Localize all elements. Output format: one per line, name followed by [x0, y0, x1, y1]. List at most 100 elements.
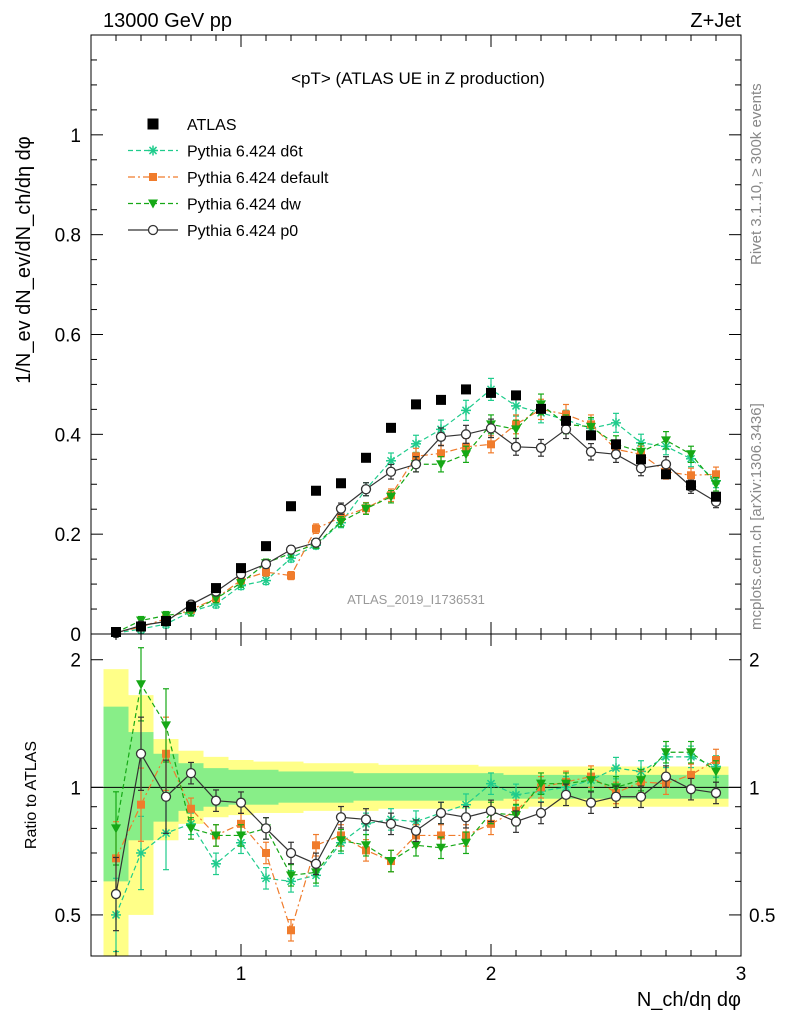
main-data-point — [211, 594, 221, 604]
main-data-point — [410, 459, 422, 470]
main-data-point — [260, 558, 272, 570]
ratio-data-point — [135, 748, 147, 759]
main-data-point — [660, 459, 672, 470]
main-data-point — [161, 616, 171, 627]
main-data-point — [336, 517, 346, 527]
main-data-point — [385, 466, 397, 477]
main-data-point — [435, 431, 447, 442]
ratio-data-point — [535, 807, 547, 819]
main-data-point — [236, 563, 246, 574]
ratio-data-point — [286, 871, 296, 881]
ratio-data-point — [536, 779, 546, 789]
main-data-point — [286, 501, 296, 512]
main-data-point — [386, 492, 396, 502]
main-data-point — [461, 405, 471, 416]
main-data-point — [486, 387, 496, 398]
main-title: <pT> (ATLAS UE in Z production) — [291, 69, 545, 88]
legend-label: Pythia 6.424 p0 — [187, 223, 298, 240]
ratio-data-point — [185, 768, 197, 779]
main-data-point — [635, 463, 647, 474]
ratio-data-point — [110, 888, 122, 900]
main-data-point — [312, 524, 320, 533]
legend-label: Pythia 6.424 dw — [187, 197, 301, 214]
ratio-y-tick-label-right: 2 — [749, 651, 760, 672]
main-data-point — [686, 480, 696, 491]
ratio-data-point — [285, 847, 297, 859]
main-y-axis: 0 0.2 0.4 0.6 0.8 1 — [55, 34, 742, 646]
main-data-point — [261, 541, 271, 552]
main-data-point — [711, 491, 721, 502]
ratio-y-tick-label: 0.5 — [55, 906, 81, 927]
main-data-point — [636, 454, 646, 465]
main-plot-area: 0 0.2 0.4 0.6 0.8 1 — [55, 34, 742, 646]
ratio-data-point — [235, 797, 247, 808]
ratio-data-point — [211, 858, 221, 869]
main-y-label: 1/N_ev dN_ev/dN_ch/dη dφ — [13, 136, 35, 384]
ratio-data-point — [236, 831, 246, 841]
ratio-data-point — [136, 680, 146, 690]
legend-entry: Pythia 6.424 default — [128, 170, 329, 187]
main-data-point — [712, 470, 720, 479]
ratio-data-point — [385, 818, 397, 830]
main-data-point — [262, 568, 270, 577]
main-data-point — [236, 579, 246, 589]
mcplots-label: mcplots.cern.ch [arXiv:1306.3436] — [748, 403, 765, 630]
main-data-point — [186, 601, 196, 612]
ratio-data-point — [411, 841, 421, 851]
ratio-data-point — [360, 814, 372, 825]
ratio-y-tick-label: 2 — [70, 651, 81, 672]
main-data-point — [661, 436, 671, 446]
main-data-point — [560, 424, 572, 435]
ratio-data-point — [585, 797, 597, 808]
ratio-data-point — [262, 848, 270, 857]
main-data-point — [636, 447, 646, 457]
ratio-data-point — [312, 841, 320, 850]
ratio-data-point — [710, 787, 722, 799]
ratio-data-point — [211, 831, 221, 841]
ratio-data-point — [336, 836, 346, 846]
ratio-data-point — [161, 721, 171, 731]
ratio-data-point — [187, 804, 195, 813]
main-data-point — [686, 450, 696, 460]
ratio-data-point — [111, 824, 121, 834]
legend-entry: Pythia 6.424 p0 — [128, 223, 298, 240]
x-axis-label: N_ch/dη dφ — [637, 989, 741, 1011]
main-series-layer — [110, 377, 722, 639]
main-data-point — [436, 394, 446, 405]
main-data-point — [136, 621, 146, 632]
legend-label: ATLAS — [187, 117, 237, 134]
legend-label: Pythia 6.424 d6t — [187, 144, 303, 161]
main-data-point — [711, 480, 721, 490]
ratio-data-point — [661, 748, 671, 758]
ratio-data-point — [611, 763, 621, 774]
main-data-point — [411, 399, 421, 410]
ratio-data-point — [435, 807, 447, 819]
ratio-data-point — [586, 776, 596, 786]
ratio-data-point — [361, 841, 371, 851]
legend: ATLAS Pythia 6.424 d6t Pythia 6.424 defaul… — [128, 117, 329, 240]
main-data-point — [661, 469, 671, 480]
ratio-data-point — [486, 778, 496, 789]
main-y-tick-label: 0 — [70, 625, 81, 646]
ratio-data-point — [186, 824, 196, 834]
ratio-data-point — [712, 756, 720, 765]
main-data-point — [310, 537, 322, 548]
main-data-point — [261, 575, 271, 586]
ratio-data-point — [436, 843, 446, 853]
ratio-y-tick-label-right: 1 — [749, 778, 760, 799]
ratio-plot-area: 0.5 0.5 1 1 2 2 1 2 3 — [55, 633, 775, 985]
ratio-data-point — [136, 847, 146, 858]
main-data-point — [311, 485, 321, 496]
main-data-point — [361, 452, 371, 463]
ratio-data-point — [210, 795, 222, 806]
main-data-point — [461, 450, 471, 460]
legend-entry: Pythia 6.424 dw — [128, 197, 301, 214]
main-y-tick-label: 0.2 — [55, 525, 81, 546]
legend-marker — [149, 173, 157, 181]
ratio-series-3 — [110, 716, 722, 932]
legend-marker — [148, 145, 158, 156]
main-data-point — [411, 438, 421, 449]
main-data-point — [285, 544, 297, 555]
x-tick-label: 1 — [236, 964, 247, 985]
ratio-data-point — [237, 819, 245, 828]
